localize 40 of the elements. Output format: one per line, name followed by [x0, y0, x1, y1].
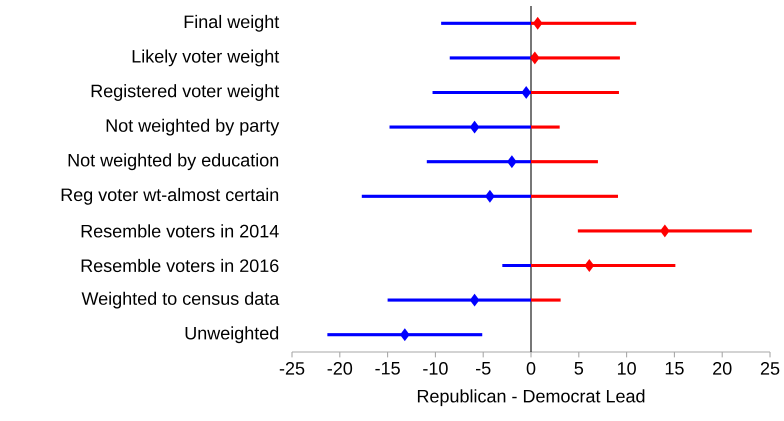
x-tick-label: -5: [476, 362, 490, 375]
point: [470, 294, 480, 306]
y-tick-label: Resemble voters in 2016: [82, 258, 278, 272]
y-tick-label: Reg voter wt-almost certain: [62, 188, 278, 205]
y-tick-label: Likely voter weight: [132, 50, 280, 66]
y-tick-label: Weighted to census data: [82, 292, 280, 308]
point: [400, 328, 410, 341]
y-tick-label: Registered voter weight: [92, 84, 280, 101]
y-tick-label: Final weight: [184, 14, 280, 32]
bar: [531, 160, 598, 164]
y-tick-label: Not weighted by education: [68, 153, 278, 170]
x-tick-label: 5: [574, 362, 584, 375]
bar: [531, 126, 560, 129]
x-axis-title: Republican - Democrat Lead: [418, 389, 644, 406]
bar: [441, 22, 531, 25]
point: [530, 52, 540, 64]
point: [521, 86, 531, 99]
x-tick-label: -10: [423, 362, 448, 375]
bar: [450, 56, 531, 60]
x-tick-label: 0: [526, 362, 536, 375]
bar: [531, 194, 618, 198]
x-tick-label: -20: [328, 362, 352, 375]
point: [532, 17, 542, 30]
point: [507, 155, 517, 168]
x-tick-label: 15: [666, 362, 684, 375]
x-tick-label: -15: [375, 362, 400, 375]
point: [660, 224, 670, 238]
y-tick-label: Not weighted by party: [106, 118, 280, 136]
bar: [531, 298, 561, 302]
x-tick-label: 20: [713, 362, 732, 375]
bar: [531, 90, 619, 94]
point: [584, 259, 594, 272]
x-tick-label: -25: [280, 362, 304, 375]
y-tick-label: Unweighted: [186, 326, 278, 344]
x-tick-label: 10: [618, 362, 636, 375]
y-tick-label: Resemble voters in 2014: [82, 224, 279, 238]
bar: [502, 264, 531, 268]
x-tick-label: 25: [760, 362, 780, 375]
point: [485, 190, 495, 203]
point: [470, 120, 480, 134]
